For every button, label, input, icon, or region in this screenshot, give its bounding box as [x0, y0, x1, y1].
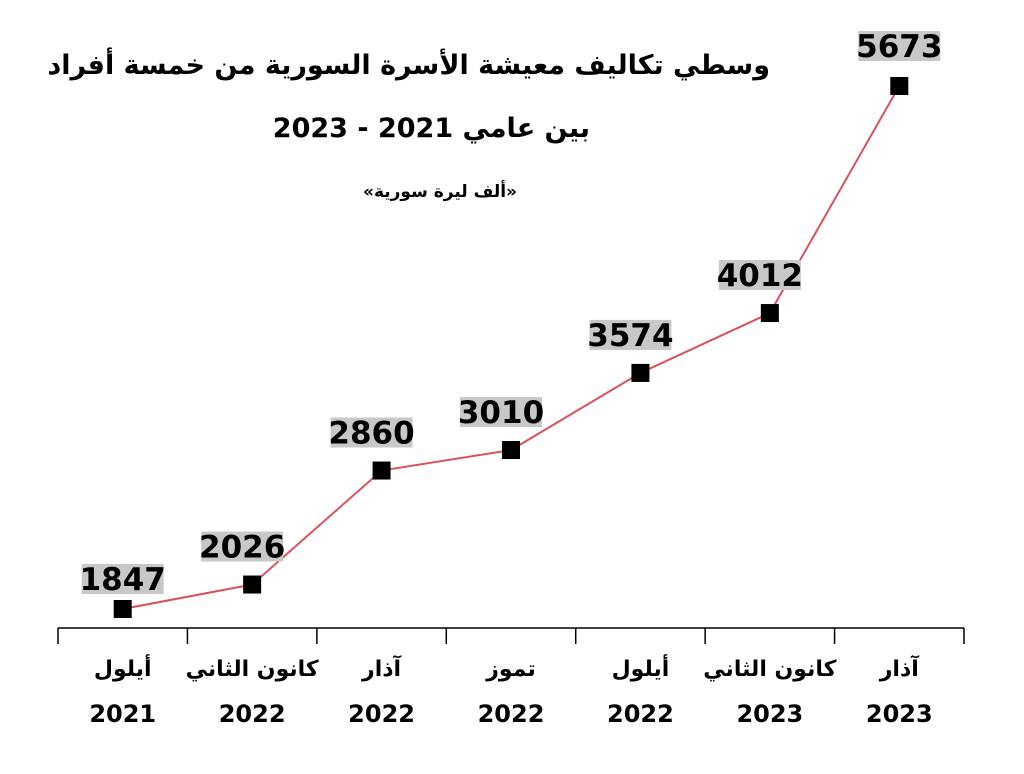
data-label-background — [589, 319, 672, 350]
marker-group — [113, 77, 909, 618]
data-label-background — [858, 31, 941, 61]
chart-unit-label: «ألف ليرة سورية» — [362, 182, 518, 202]
data-label: 2026 — [199, 530, 285, 566]
x-tick-label-month: تموز — [485, 657, 535, 682]
x-tick-label-month: آذار — [879, 654, 919, 682]
data-label: 4012 — [717, 258, 803, 294]
data-label: 1847 — [80, 562, 166, 598]
data-point-marker — [113, 600, 132, 618]
chart-title-years: بين عامي 2021 - 2023 — [272, 113, 590, 144]
x-tick-label-year: 2022 — [607, 700, 674, 728]
data-label-background — [330, 417, 413, 448]
data-label-background — [718, 260, 801, 291]
x-tick-labels: أيلول 2021 كانون الثاني 2022 آذار 2022 تموز 202… — [89, 653, 932, 728]
data-label: 3010 — [458, 395, 544, 431]
chart-title: وسطي تكاليف معيشة الأسرة السورية من خمسة… — [47, 50, 770, 81]
x-tick-label-year: 2023 — [866, 700, 933, 728]
data-point-marker — [502, 441, 520, 460]
x-tick-label-month: آذار — [361, 654, 401, 682]
data-point-marker — [890, 77, 909, 95]
x-tick-label-month: كانون الثاني — [186, 657, 319, 682]
x-tick-label-month: أيلول — [612, 653, 670, 682]
data-label-background — [201, 531, 284, 562]
data-point-marker — [372, 461, 391, 480]
x-tick-label-month: أيلول — [94, 653, 152, 682]
data-point-marker — [631, 363, 650, 382]
data-label-group: 1847 2026 2860 3010 3574 4012 5673 — [80, 29, 943, 598]
data-point-marker — [760, 304, 779, 323]
data-label: 3574 — [587, 318, 673, 354]
x-tick-label-year: 2022 — [348, 700, 415, 728]
x-axis — [57, 627, 965, 644]
data-label: 5673 — [856, 29, 942, 65]
x-tick-label-year: 2023 — [736, 700, 803, 728]
x-tick-label-year: 2022 — [478, 700, 545, 728]
data-label-background — [460, 397, 542, 428]
data-label-background — [81, 564, 164, 594]
data-point-marker — [243, 575, 262, 594]
x-tick-label-month: كانون الثاني — [703, 657, 836, 682]
data-label: 2860 — [328, 416, 414, 452]
x-tick-label-year: 2021 — [89, 700, 156, 728]
x-tick-label-year: 2022 — [219, 700, 286, 728]
